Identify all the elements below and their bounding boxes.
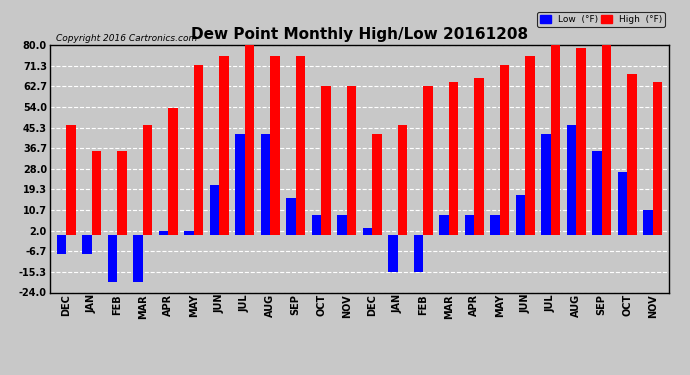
Legend: Low  (°F), High  (°F): Low (°F), High (°F)	[538, 12, 664, 27]
Bar	[515, 195, 525, 236]
Bar	[423, 86, 433, 236]
Bar	[362, 228, 372, 236]
Bar	[388, 236, 397, 272]
Bar	[618, 172, 627, 236]
Bar	[184, 231, 194, 236]
Bar	[397, 125, 407, 236]
Bar	[500, 65, 509, 236]
Bar	[448, 82, 458, 236]
Bar	[296, 56, 306, 236]
Bar	[576, 48, 586, 236]
Bar	[57, 236, 66, 254]
Bar	[322, 86, 331, 236]
Bar	[592, 151, 602, 236]
Bar	[566, 125, 576, 236]
Bar	[490, 215, 500, 236]
Bar	[337, 215, 347, 236]
Bar	[219, 56, 229, 236]
Bar	[168, 108, 178, 236]
Bar	[413, 236, 423, 272]
Bar	[525, 56, 535, 236]
Bar	[143, 125, 152, 236]
Bar	[602, 44, 611, 236]
Bar	[159, 231, 168, 236]
Bar	[235, 134, 245, 236]
Bar	[270, 56, 280, 236]
Bar	[194, 65, 204, 236]
Bar	[286, 198, 296, 236]
Bar	[474, 78, 484, 236]
Bar	[210, 185, 219, 236]
Bar	[372, 134, 382, 236]
Bar	[66, 125, 76, 236]
Bar	[133, 236, 143, 282]
Bar	[108, 236, 117, 282]
Bar	[551, 44, 560, 236]
Title: Dew Point Monthly High/Low 20161208: Dew Point Monthly High/Low 20161208	[191, 27, 528, 42]
Bar	[245, 44, 255, 236]
Bar	[643, 210, 653, 236]
Bar	[82, 236, 92, 254]
Bar	[92, 151, 101, 236]
Bar	[627, 74, 637, 236]
Bar	[312, 215, 322, 236]
Bar	[464, 215, 474, 236]
Text: Copyright 2016 Cartronics.com: Copyright 2016 Cartronics.com	[56, 33, 197, 42]
Bar	[117, 151, 127, 236]
Bar	[347, 86, 357, 236]
Bar	[261, 134, 270, 236]
Bar	[541, 134, 551, 236]
Bar	[653, 82, 662, 236]
Bar	[439, 215, 449, 236]
